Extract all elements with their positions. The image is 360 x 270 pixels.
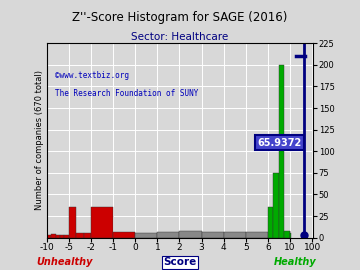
Bar <box>157 232 179 238</box>
Bar <box>69 207 76 238</box>
Bar <box>290 233 291 238</box>
Text: The Research Foundation of SUNY: The Research Foundation of SUNY <box>55 89 198 98</box>
Text: Unhealthy: Unhealthy <box>37 257 93 267</box>
Bar <box>47 235 51 238</box>
Text: ©www.textbiz.org: ©www.textbiz.org <box>55 71 129 80</box>
Bar <box>76 233 84 238</box>
Bar <box>60 235 64 238</box>
Bar <box>284 231 290 238</box>
Bar <box>268 207 273 238</box>
Text: 65.9372: 65.9372 <box>257 137 302 148</box>
Bar <box>224 232 246 238</box>
Bar <box>113 232 135 238</box>
Bar <box>279 65 284 238</box>
Bar <box>135 233 157 238</box>
Bar <box>56 235 60 238</box>
Text: Healthy: Healthy <box>274 257 316 267</box>
Bar <box>64 235 69 238</box>
Bar <box>51 234 56 238</box>
Bar <box>273 173 279 238</box>
Text: Score: Score <box>163 257 197 267</box>
Bar <box>84 233 91 238</box>
Bar <box>202 232 224 238</box>
Bar <box>91 207 113 238</box>
Bar <box>179 231 202 238</box>
Text: Z''-Score Histogram for SAGE (2016): Z''-Score Histogram for SAGE (2016) <box>72 11 288 24</box>
Bar <box>246 232 268 238</box>
Y-axis label: Number of companies (670 total): Number of companies (670 total) <box>35 70 44 210</box>
Text: Sector: Healthcare: Sector: Healthcare <box>131 32 229 42</box>
